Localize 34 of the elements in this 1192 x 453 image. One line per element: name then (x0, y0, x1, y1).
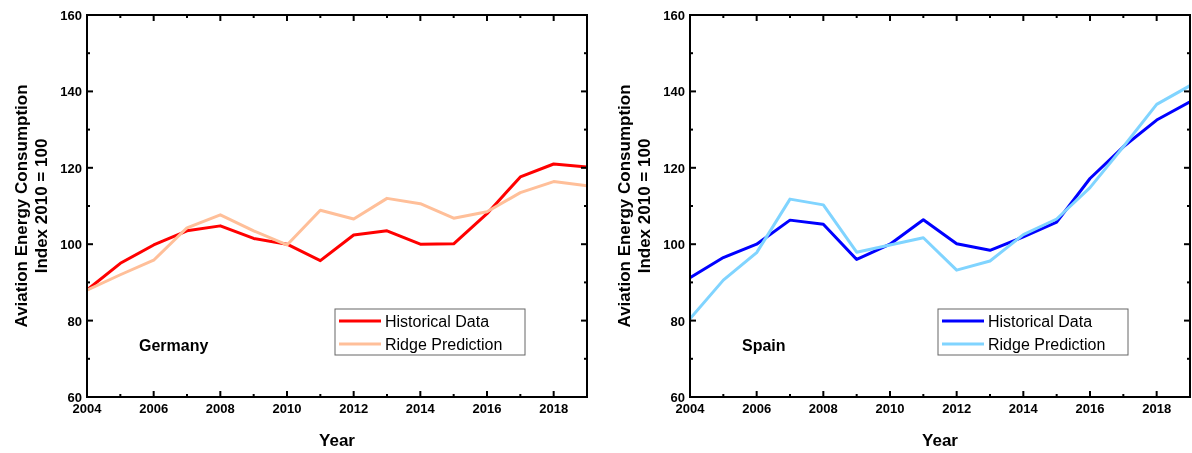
x-tick-label: 2006 (742, 401, 772, 416)
x-tick-label: 2008 (808, 401, 838, 416)
x-tick-label: 2018 (1142, 401, 1172, 416)
y-tick-label: 140 (663, 84, 685, 100)
legend-label: Ridge Prediction (385, 336, 503, 353)
legend-label: Historical Data (385, 313, 490, 330)
x-tick-label: 2016 (1075, 401, 1105, 416)
x-tick-label: 2016 (472, 401, 502, 416)
x-tick-label: 2010 (875, 401, 905, 416)
x-tick-label: 2018 (539, 401, 569, 416)
y-tick-label: 120 (663, 160, 685, 176)
x-tick-label: 2012 (339, 401, 369, 416)
y-tick-label: 100 (663, 237, 685, 253)
y-tick-label: 140 (60, 84, 82, 100)
x-tick-label: 2012 (942, 401, 972, 416)
x-tick-label: 2014 (405, 401, 436, 416)
x-axis-title: Year (922, 431, 959, 450)
y-tick-label: 120 (60, 160, 82, 176)
x-axis-title: Year (319, 431, 356, 450)
x-tick-label: 2010 (272, 401, 302, 416)
y-tick-label: 160 (60, 8, 82, 23)
y-tick-label: 100 (60, 237, 82, 253)
y-tick-label: 160 (663, 8, 685, 23)
x-tick-label: 2008 (205, 401, 235, 416)
legend-label: Ridge Prediction (988, 336, 1106, 353)
y-axis-title: Aviation Energy Consumption Index 2010 = 100 (615, 84, 654, 328)
x-tick-label: 2006 (139, 401, 169, 416)
annotation: Germany (139, 337, 209, 354)
y-tick-label: 80 (67, 313, 82, 329)
x-tick-label: 2014 (1008, 401, 1039, 416)
annotation: Spain (742, 337, 786, 354)
y-tick-label: 80 (670, 313, 685, 329)
y-axis-title: Aviation Energy Consumption Index 2010 = 100 (12, 84, 51, 328)
legend-label: Historical Data (988, 313, 1093, 330)
